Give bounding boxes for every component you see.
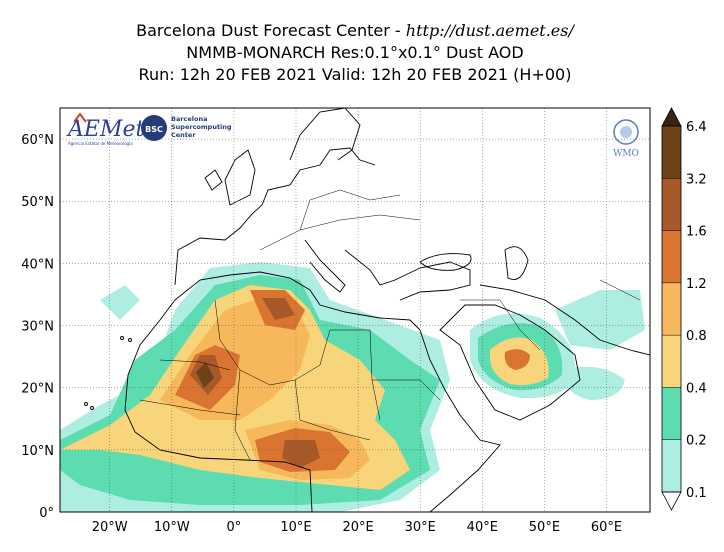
title-line-3: Run: 12h 20 FEB 2021 Valid: 12h 20 FEB 2… xyxy=(138,65,572,84)
svg-text:WMO: WMO xyxy=(613,149,639,159)
lat-tick-labels: 60°N 50°N 40°N 30°N 20°N 10°N 0° xyxy=(21,133,54,521)
colorbar-segment xyxy=(662,230,681,283)
colorbar-segment xyxy=(662,387,681,440)
lon-tick-label: 40°E xyxy=(467,520,498,535)
lat-tick-label: 40°N xyxy=(21,257,54,272)
lon-tick-labels: 20°W 10°W 0° 10°E 20°E 30°E 40°E 50°E 60°E xyxy=(92,520,622,535)
colorbar-segment xyxy=(662,282,681,336)
lat-tick-label: 20°N xyxy=(21,382,54,397)
colorbar-tick-label: 0.8 xyxy=(686,329,707,344)
colorbar-tick-label: 0.4 xyxy=(686,381,707,396)
lat-tick-label: 60°N xyxy=(21,133,54,148)
lon-tick-label: 20°E xyxy=(342,520,373,535)
colorbar-segment xyxy=(662,335,681,388)
lon-tick-label: 10°W xyxy=(154,520,190,535)
colorbar-tick-label: 1.6 xyxy=(686,225,707,240)
title-block: Barcelona Dust Forecast Center - http://… xyxy=(0,20,710,86)
lat-tick-label: 50°N xyxy=(21,195,54,210)
lon-tick-label: 50°E xyxy=(529,520,560,535)
bsc-logo: BSC Barcelona Supercomputing Center xyxy=(141,115,232,141)
country-borders xyxy=(139,189,641,461)
svg-text:Barcelona: Barcelona xyxy=(171,115,208,123)
colorbar-tick-label: 0.2 xyxy=(686,434,707,449)
map-frame xyxy=(59,107,651,513)
lon-tick-label: 0° xyxy=(227,520,242,535)
svg-text:Supercomputing: Supercomputing xyxy=(171,123,232,131)
colorbar-tick-label: 0.1 xyxy=(686,486,707,501)
aemet-logo: AEMet Agencia Estatal de Meteorología xyxy=(66,112,144,146)
colorbar-tick-label: 3.2 xyxy=(686,172,707,187)
colorbar-segment xyxy=(662,126,681,179)
title-line-1: Barcelona Dust Forecast Center - http://… xyxy=(136,21,574,40)
svg-text:AEMet: AEMet xyxy=(66,117,144,142)
colorbar-extend-top xyxy=(661,107,682,127)
colorbar-extend-bottom xyxy=(661,491,682,511)
title-url: http://dust.aemet.es/ xyxy=(405,21,574,40)
dust-level-7 xyxy=(196,362,214,388)
colorbar: 0.1 0.2 0.4 0.8 1.2 1.6 3.2 6.4 xyxy=(661,107,707,511)
wmo-logo: WMO xyxy=(613,119,639,159)
colorbar-tick-label: 1.2 xyxy=(686,277,707,292)
lat-tick-label: 30°N xyxy=(21,320,54,335)
colorbar-tick-label: 6.4 xyxy=(686,120,707,135)
colorbar-frame xyxy=(661,125,682,493)
title-line-2: NMMB-MONARCH Res:0.1°x0.1° Dust AOD xyxy=(186,43,524,62)
svg-text:BSC: BSC xyxy=(145,125,163,134)
lat-tick-label: 10°N xyxy=(21,444,54,459)
svg-text:Center: Center xyxy=(171,131,196,139)
lon-tick-label: 20°W xyxy=(92,520,128,535)
lon-tick-label: 60°E xyxy=(591,520,622,535)
colorbar-segment xyxy=(662,178,681,231)
lat-tick-label: 0° xyxy=(39,506,54,521)
dust-field xyxy=(60,108,650,512)
svg-text:Agencia Estatal de Meteorologí: Agencia Estatal de Meteorología xyxy=(68,141,133,146)
coastlines xyxy=(84,108,650,512)
lon-tick-label: 30°E xyxy=(405,520,436,535)
lon-tick-label: 10°E xyxy=(280,520,311,535)
colorbar-segment xyxy=(662,439,681,492)
